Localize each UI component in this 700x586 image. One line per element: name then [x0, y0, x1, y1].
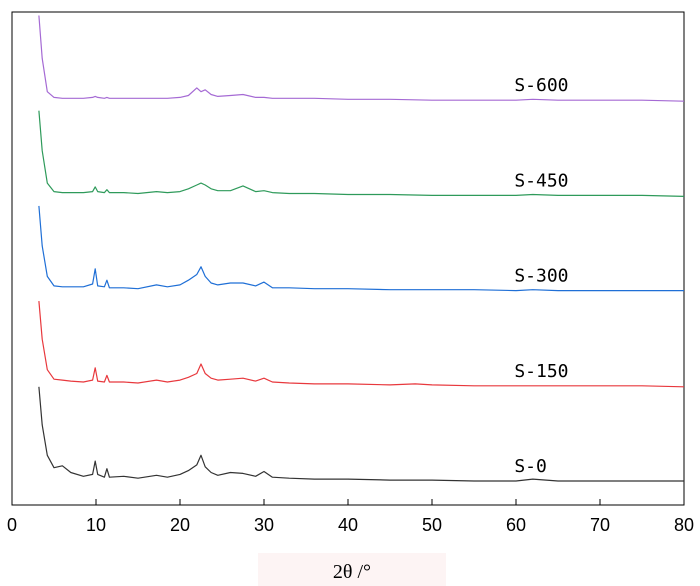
series-line-s-450	[38, 110, 685, 197]
x-tick-label-0: 0	[7, 515, 17, 535]
x-tick-label-80: 80	[674, 515, 694, 535]
series-line-s-0	[38, 386, 684, 482]
x-tick-label-10: 10	[86, 515, 106, 535]
series-label-layer: S-0 S-150 S-300 S-450 S-600	[514, 75, 568, 477]
series-label-s-0: S-0	[514, 456, 547, 477]
x-tick-label-60: 60	[506, 515, 526, 535]
series-label-s-300: S-300	[514, 266, 568, 287]
plot-frame	[11, 11, 685, 506]
x-axis-title: 2θ /°	[333, 561, 371, 583]
series-line-s-150	[38, 301, 685, 388]
series-line-s-600	[38, 15, 685, 102]
xlabel-background-band	[258, 553, 446, 586]
x-tick-label-20: 20	[170, 515, 190, 535]
x-tick-label-50: 50	[422, 515, 442, 535]
series-layer	[38, 15, 685, 482]
x-tick-label-30: 30	[254, 515, 274, 535]
x-axis: 0 10 20 30 40 50 60 70 80	[7, 499, 694, 535]
series-label-s-150: S-150	[514, 361, 568, 382]
series-line-s-300	[38, 205, 684, 292]
series-label-s-600: S-600	[514, 75, 568, 96]
x-tick-label-40: 40	[338, 515, 358, 535]
series-label-s-450: S-450	[514, 170, 568, 191]
x-tick-label-70: 70	[590, 515, 610, 535]
